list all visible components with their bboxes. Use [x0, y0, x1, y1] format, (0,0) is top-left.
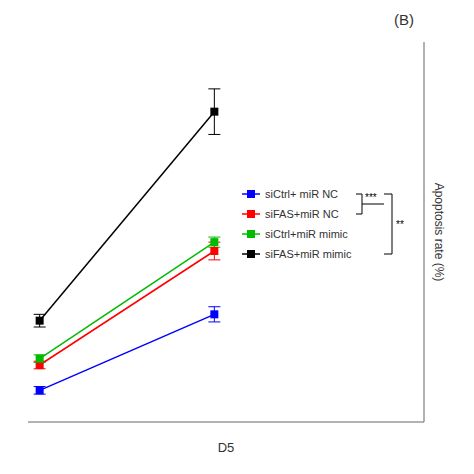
svg-text:***: *** — [365, 192, 377, 203]
svg-text:Apoptosis rate (%): Apoptosis rate (%) — [432, 183, 446, 282]
svg-text:siCtrl+miR mimic: siCtrl+miR mimic — [265, 228, 348, 240]
svg-text:D5: D5 — [218, 440, 235, 455]
svg-text:siFAS+miR NC: siFAS+miR NC — [265, 208, 339, 220]
svg-text:siFAS+miR mimic: siFAS+miR mimic — [265, 248, 352, 260]
svg-text:siCtrl+ miR NC: siCtrl+ miR NC — [265, 188, 338, 200]
html-text:(B): (B) — [394, 11, 414, 28]
svg-text:**: ** — [396, 219, 404, 230]
